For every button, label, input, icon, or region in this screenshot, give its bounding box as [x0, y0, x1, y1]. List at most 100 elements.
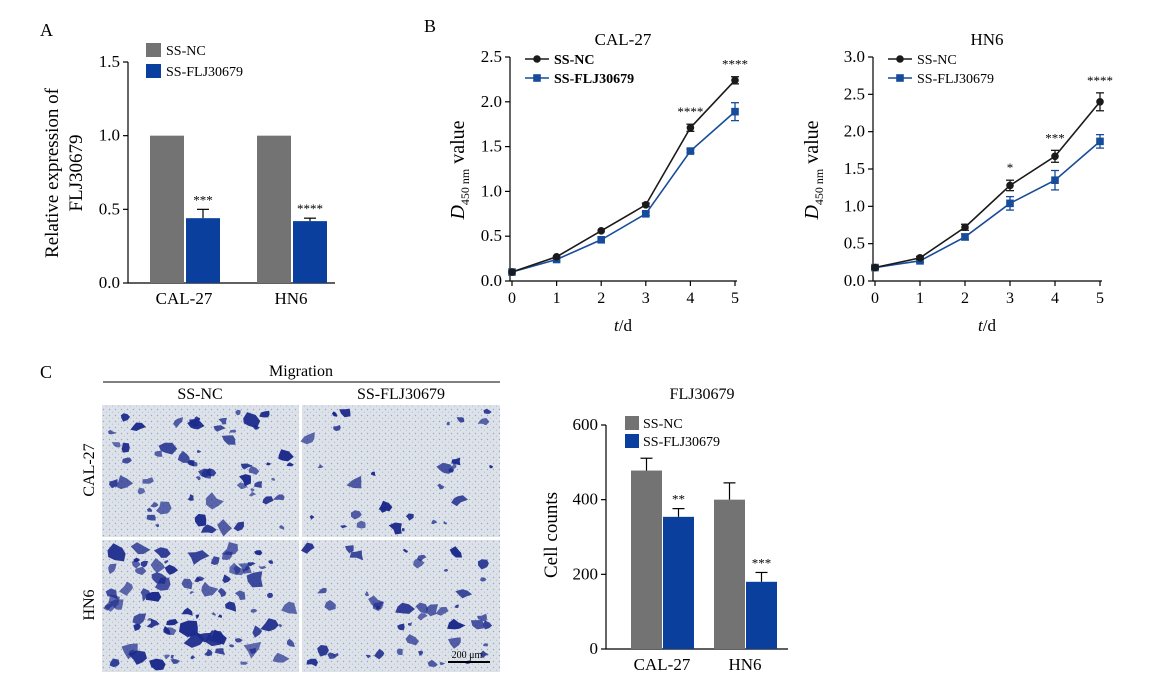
legend-marker-ss-nc — [533, 55, 541, 63]
series-line-ss-flj30679 — [874, 140, 1101, 269]
y-tick-label: 0 — [590, 639, 599, 658]
y-tick-label: 2.5 — [844, 84, 865, 103]
data-point-ss-nc — [916, 254, 924, 262]
row-label-cal27: CAL-27 — [81, 443, 98, 496]
y-tick-label: 0.5 — [99, 199, 120, 218]
stained-cell — [210, 556, 220, 565]
x-axis-label-rest: /d — [983, 316, 997, 335]
x-tick-label: 1 — [916, 290, 924, 307]
bar-ss-nc — [150, 135, 184, 283]
data-point-ss-nc — [1096, 98, 1104, 106]
stained-cell — [437, 483, 445, 490]
legend-marker-ss-nc — [896, 55, 904, 63]
stained-cell — [191, 461, 198, 467]
stained-cell — [301, 542, 315, 554]
stained-cell — [173, 417, 183, 428]
stained-cell — [405, 513, 414, 521]
stained-cell — [153, 547, 171, 558]
stained-cell — [213, 425, 226, 432]
stained-cell — [379, 507, 388, 513]
stained-cell — [483, 643, 489, 647]
y-tick-label: 2.0 — [481, 92, 502, 111]
significance-label: *** — [752, 555, 772, 570]
x-axis-label-main: t — [614, 316, 620, 335]
stained-cell — [240, 463, 253, 470]
stained-cell — [187, 550, 210, 565]
legend-label: SS-NC — [917, 53, 957, 68]
stained-cell — [164, 654, 170, 660]
stained-cell — [146, 618, 160, 628]
legend-swatch-ss-nc — [625, 416, 639, 430]
stained-cell — [164, 564, 179, 575]
stained-cell — [179, 620, 198, 638]
stained-cell — [235, 409, 241, 416]
data-point-ss-nc — [686, 123, 695, 132]
stained-cell — [194, 576, 203, 583]
stained-cell — [356, 520, 366, 529]
stained-cell — [346, 475, 362, 489]
x-tick-label: 3 — [642, 290, 650, 307]
x-tick-label: 3 — [1006, 290, 1014, 307]
stained-cell — [158, 442, 178, 455]
stained-cell — [177, 450, 191, 463]
stained-cell — [108, 563, 117, 575]
data-point-ss-flj30679 — [642, 210, 650, 218]
stained-cell — [426, 604, 439, 617]
stained-cell — [350, 510, 362, 520]
stained-cell — [221, 435, 236, 445]
data-point-ss-flj30679 — [731, 107, 739, 116]
row-label-hn6: HN6 — [81, 589, 98, 620]
stained-cell — [119, 581, 133, 596]
stained-cell — [364, 591, 370, 597]
stained-cell — [417, 613, 428, 621]
stained-cell — [189, 591, 195, 595]
x-tick-label: 0 — [508, 290, 516, 307]
stained-cell — [182, 578, 193, 590]
stained-cell — [170, 654, 175, 659]
stained-cell — [196, 449, 202, 453]
y-axis-label-line2: FLJ30679 — [66, 134, 87, 211]
y-tick-label: 1.0 — [844, 196, 865, 215]
stained-cell — [154, 577, 171, 591]
significance-label: **** — [1087, 73, 1113, 88]
stained-cell — [234, 590, 246, 600]
stained-cell — [215, 648, 226, 655]
stained-cell — [480, 650, 489, 659]
y-axis-label-line1: Relative expression of — [42, 87, 63, 258]
x-tick-label: HN6 — [728, 655, 761, 674]
stained-cell — [166, 619, 179, 626]
legend-label: SS-NC — [643, 417, 683, 432]
stained-cell — [439, 661, 446, 666]
stained-cell — [272, 494, 285, 501]
column-label-ss-nc: SS-NC — [177, 386, 222, 403]
stained-cell — [317, 645, 329, 657]
stained-cell — [402, 548, 408, 553]
stained-cell — [415, 602, 428, 614]
stained-cell — [436, 462, 455, 474]
stained-cell — [249, 647, 257, 654]
stained-cell — [122, 457, 132, 464]
stained-cell — [278, 623, 283, 628]
legend-label: SS-FLJ30679 — [166, 65, 243, 80]
stained-cell — [388, 522, 402, 535]
stained-cell — [195, 614, 200, 620]
stained-cell — [300, 432, 315, 445]
x-axis-label: t/d — [614, 316, 632, 335]
legend-label: SS-FLJ30679 — [917, 72, 994, 87]
stained-cell — [105, 588, 118, 600]
x-tick-label: 2 — [961, 290, 969, 307]
stained-cell — [443, 568, 449, 572]
stained-cell — [483, 408, 492, 414]
stained-cell — [286, 638, 295, 647]
y-tick-label: 0.5 — [844, 234, 865, 253]
stained-cell — [204, 630, 225, 647]
y-axis-label-rest: value — [801, 120, 823, 168]
stained-cell — [156, 501, 172, 515]
svg-text:D450 nm value: D450 nm value — [447, 120, 472, 220]
stained-cell — [205, 492, 224, 510]
stained-cell — [427, 659, 438, 667]
stained-cell — [222, 574, 231, 584]
stained-cell — [108, 599, 124, 610]
legend-swatch-ss-flj30679 — [625, 434, 639, 448]
stained-cell — [340, 525, 348, 529]
